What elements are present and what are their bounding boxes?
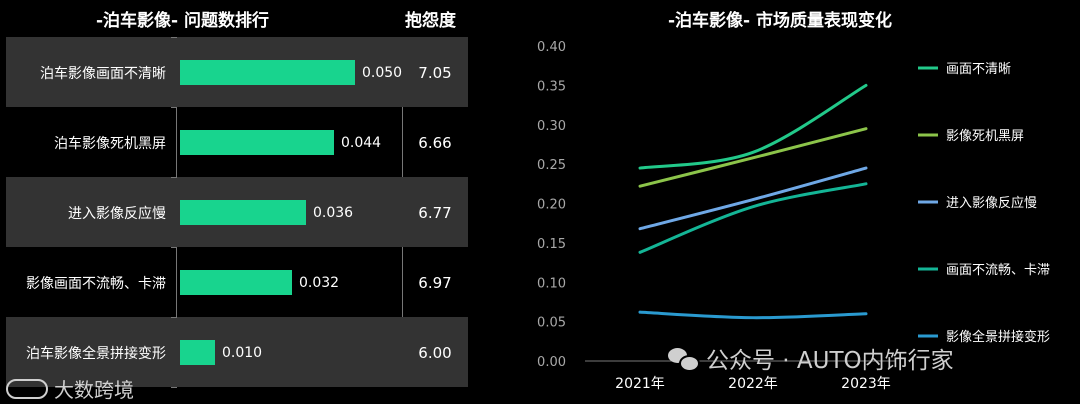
bar-category-label: 泊车影像全景拼接变形 bbox=[26, 346, 166, 362]
legend-label: 影像死机黑屏 bbox=[946, 129, 1024, 144]
axis-tick bbox=[171, 247, 177, 248]
axis-tick bbox=[171, 387, 177, 388]
series-line bbox=[638, 182, 868, 254]
axis-tick bbox=[171, 107, 177, 108]
bar-category-label: 泊车影像画面不清晰 bbox=[40, 66, 166, 82]
bar-value-label: 0.010 bbox=[222, 345, 263, 361]
legend-label: 画面不清晰 bbox=[946, 62, 1011, 77]
series-line bbox=[638, 127, 868, 188]
watermark-logo: 大数跨境 bbox=[6, 374, 134, 403]
axis-tick bbox=[171, 177, 177, 178]
bar bbox=[180, 130, 334, 155]
complaint-score: 6.97 bbox=[418, 274, 452, 292]
bar-value-label: 0.032 bbox=[299, 275, 340, 291]
bar bbox=[180, 340, 215, 365]
y-tick-label: 0.25 bbox=[537, 158, 566, 173]
score-header: 抱怨度 bbox=[405, 11, 456, 31]
y-tick-label: 0.40 bbox=[537, 40, 566, 55]
complaint-score: 6.77 bbox=[418, 204, 452, 222]
bar-category-label: 进入影像反应慢 bbox=[68, 206, 166, 222]
series-line bbox=[638, 166, 868, 231]
complaint-score: 6.00 bbox=[418, 344, 452, 362]
bar-value-label: 0.044 bbox=[341, 135, 382, 151]
y-tick-label: 0.05 bbox=[537, 316, 566, 331]
bar-category-label: 泊车影像死机黑屏 bbox=[54, 136, 166, 152]
legend-label: 画面不流畅、卡滞 bbox=[946, 263, 1050, 278]
complaint-score: 6.66 bbox=[418, 134, 452, 152]
bar-value-label: 0.050 bbox=[362, 65, 403, 81]
y-tick-label: 0.00 bbox=[537, 355, 566, 370]
series-line bbox=[638, 83, 868, 170]
complaint-score: 7.05 bbox=[418, 64, 452, 82]
account-text: 公众号 · AUTO内饰行家 bbox=[706, 348, 954, 374]
y-tick-label: 0.30 bbox=[537, 119, 566, 134]
row-background bbox=[6, 317, 468, 387]
wechat-icon bbox=[668, 346, 700, 372]
x-tick-label: 2022年 bbox=[728, 376, 778, 392]
bar-category-label: 影像画面不流畅、卡滞 bbox=[26, 276, 166, 292]
x-tick-label: 2021年 bbox=[615, 376, 665, 392]
bar-value-label: 0.036 bbox=[313, 205, 354, 221]
bar-chart-title: -泊车影像- 问题数排行 bbox=[96, 11, 270, 31]
logo-icon bbox=[6, 378, 48, 399]
axis-tick bbox=[171, 37, 177, 38]
y-tick-label: 0.10 bbox=[537, 276, 566, 291]
bar bbox=[180, 60, 355, 85]
logo-text: 大数跨境 bbox=[54, 378, 134, 402]
x-tick-label: 2023年 bbox=[841, 376, 891, 392]
y-tick-label: 0.20 bbox=[537, 198, 566, 213]
series-line bbox=[638, 310, 868, 320]
axis-tick bbox=[171, 317, 177, 318]
watermark-account: 公众号 · AUTO内饰行家 bbox=[668, 341, 954, 375]
legend-label: 影像全景拼接变形 bbox=[946, 329, 1050, 345]
bar bbox=[180, 270, 292, 295]
line-chart-title: -泊车影像- 市场质量表现变化 bbox=[668, 11, 893, 31]
bar bbox=[180, 200, 306, 225]
y-tick-label: 0.35 bbox=[537, 79, 566, 94]
legend-label: 进入影像反应慢 bbox=[946, 195, 1037, 211]
y-tick-label: 0.15 bbox=[537, 237, 566, 252]
